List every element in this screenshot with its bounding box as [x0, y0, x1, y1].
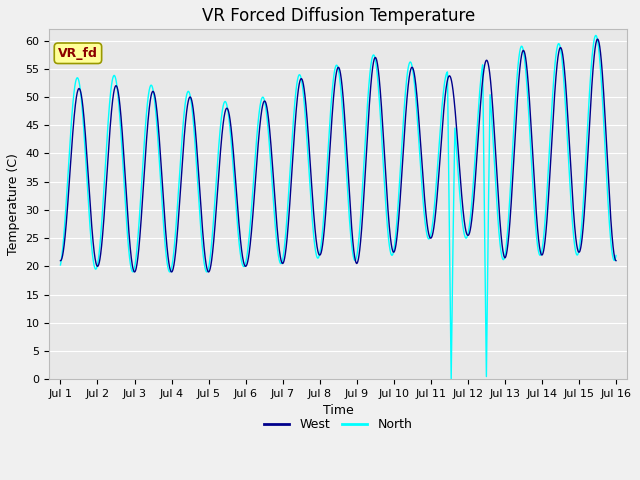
- Title: VR Forced Diffusion Temperature: VR Forced Diffusion Temperature: [202, 7, 475, 25]
- Legend: West, North: West, North: [259, 413, 417, 436]
- Y-axis label: Temperature (C): Temperature (C): [7, 153, 20, 255]
- Text: VR_fd: VR_fd: [58, 47, 98, 60]
- X-axis label: Time: Time: [323, 405, 353, 418]
